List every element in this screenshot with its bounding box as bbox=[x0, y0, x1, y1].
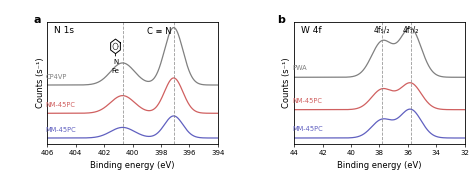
Text: N 1s: N 1s bbox=[54, 26, 74, 35]
Y-axis label: Counts (s⁻¹): Counts (s⁻¹) bbox=[36, 57, 45, 108]
Y-axis label: Counts (s⁻¹): Counts (s⁻¹) bbox=[283, 57, 292, 108]
Text: 4f₅/₂: 4f₅/₂ bbox=[374, 26, 391, 35]
X-axis label: Binding energy (eV): Binding energy (eV) bbox=[90, 161, 175, 170]
Text: MM-45PC: MM-45PC bbox=[292, 126, 323, 132]
X-axis label: Binding energy (eV): Binding energy (eV) bbox=[337, 161, 422, 170]
Text: W 4f: W 4f bbox=[301, 26, 322, 35]
Text: MM-45PC: MM-45PC bbox=[46, 127, 76, 133]
Text: NM-45PC: NM-45PC bbox=[46, 102, 75, 108]
Text: C ≡ N: C ≡ N bbox=[146, 27, 171, 36]
Text: 4f₇/₂: 4f₇/₂ bbox=[402, 26, 419, 35]
Text: a: a bbox=[34, 15, 41, 25]
Text: CP4VP: CP4VP bbox=[46, 74, 67, 80]
Text: Fe: Fe bbox=[111, 68, 119, 74]
Text: NM-45PC: NM-45PC bbox=[292, 98, 322, 104]
Text: N: N bbox=[113, 59, 118, 65]
Text: b: b bbox=[277, 15, 285, 25]
Text: PWA: PWA bbox=[292, 65, 307, 71]
